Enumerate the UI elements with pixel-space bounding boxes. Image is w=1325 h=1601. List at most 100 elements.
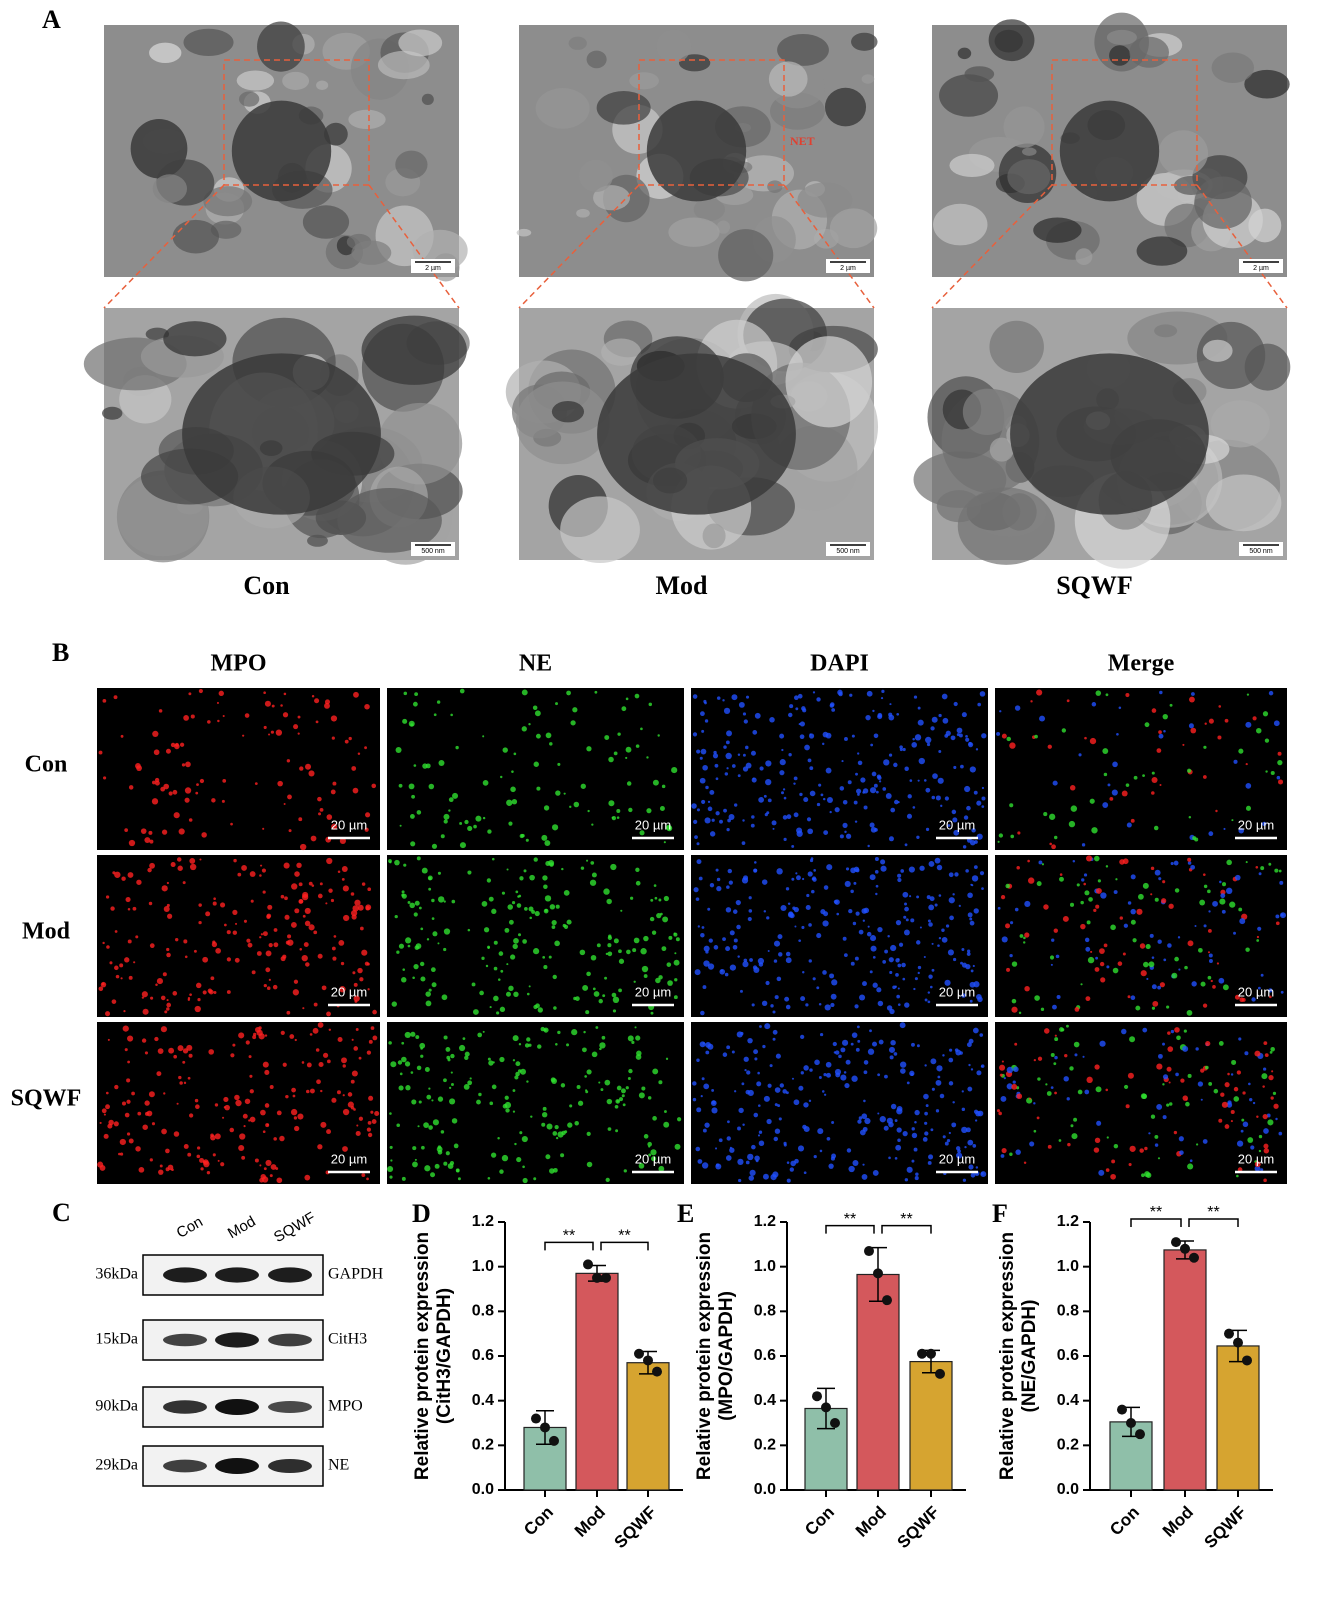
signal <box>159 1164 163 1168</box>
signal <box>674 952 677 955</box>
signal <box>1073 1117 1078 1122</box>
data-point <box>592 1272 602 1283</box>
signal <box>977 702 982 707</box>
signal <box>981 796 986 801</box>
signal <box>1264 738 1270 743</box>
signal <box>963 815 969 820</box>
scale-bar-label: 2 µm <box>840 265 856 272</box>
signal <box>361 949 368 956</box>
signal <box>1241 1118 1245 1122</box>
signal <box>189 863 197 871</box>
signal <box>1063 1076 1069 1082</box>
signal <box>830 993 837 1000</box>
signal <box>409 902 416 909</box>
data-point <box>812 1391 822 1402</box>
signal <box>1010 921 1014 925</box>
signal <box>1093 908 1097 913</box>
signal <box>395 746 402 754</box>
signal <box>1208 953 1213 958</box>
signal <box>1191 692 1195 696</box>
signal <box>879 1116 886 1123</box>
signal <box>1051 844 1056 850</box>
signal <box>365 904 372 911</box>
signal <box>513 991 519 998</box>
signal <box>1049 842 1052 846</box>
signal <box>877 926 883 933</box>
signal <box>467 870 472 875</box>
signal <box>368 1095 374 1101</box>
signal <box>353 1046 359 1051</box>
signal <box>821 1090 825 1093</box>
signal <box>168 1047 175 1054</box>
signal <box>161 885 168 892</box>
em-structure <box>282 71 310 90</box>
signal <box>907 794 912 799</box>
signal <box>428 988 432 992</box>
signal <box>294 908 300 914</box>
signal <box>226 990 231 994</box>
signal <box>692 694 698 699</box>
signal <box>952 957 957 962</box>
signal <box>1130 874 1136 880</box>
signal <box>896 1105 903 1112</box>
signal <box>653 884 657 887</box>
signal <box>138 1166 145 1173</box>
em-structure <box>601 338 642 366</box>
signal <box>557 1030 561 1035</box>
signal <box>1270 1046 1275 1052</box>
signal <box>834 1068 842 1076</box>
signal <box>856 1025 860 1029</box>
signal <box>779 1083 784 1088</box>
signal <box>418 906 422 910</box>
signal <box>1129 1145 1136 1152</box>
signal <box>552 974 557 980</box>
signal <box>443 1161 448 1166</box>
signal <box>542 875 548 881</box>
signal <box>414 900 420 906</box>
signal <box>639 830 645 836</box>
signal <box>305 763 312 770</box>
signal <box>549 742 553 746</box>
signal <box>1208 958 1213 963</box>
signal <box>587 809 590 813</box>
signal <box>187 1152 192 1157</box>
signal <box>575 996 580 1001</box>
signal <box>693 819 698 824</box>
signal <box>357 904 364 911</box>
signal <box>1003 1077 1006 1080</box>
signal <box>152 730 159 738</box>
signal <box>965 869 969 873</box>
signal <box>1203 775 1207 779</box>
signal <box>586 1161 593 1168</box>
x-tick-label: Mod <box>571 1503 609 1541</box>
signal <box>343 914 350 922</box>
signal <box>796 827 803 834</box>
em-structure <box>152 174 188 203</box>
signal <box>618 949 622 954</box>
signal <box>507 904 514 910</box>
signal <box>961 712 967 718</box>
signal <box>1144 1146 1148 1151</box>
signal <box>1037 1056 1043 1061</box>
signal <box>524 1043 530 1048</box>
signal <box>105 895 110 899</box>
signal <box>971 875 979 882</box>
signal <box>428 876 432 881</box>
signal <box>1086 1076 1093 1084</box>
signal <box>1014 705 1021 711</box>
signal <box>647 1096 652 1100</box>
signal <box>1127 1072 1134 1079</box>
signal <box>268 942 273 948</box>
signal <box>265 967 271 973</box>
scale-bar-label: 2 µm <box>1253 265 1269 272</box>
signal <box>977 1110 984 1117</box>
signal <box>1029 1141 1035 1147</box>
signal <box>745 762 752 769</box>
signal <box>566 1043 570 1047</box>
signal <box>554 1125 559 1130</box>
signal <box>793 695 799 701</box>
signal <box>271 704 275 708</box>
signal <box>1123 1084 1129 1090</box>
signal <box>1009 1152 1013 1157</box>
fluorescence-texture <box>98 688 377 851</box>
